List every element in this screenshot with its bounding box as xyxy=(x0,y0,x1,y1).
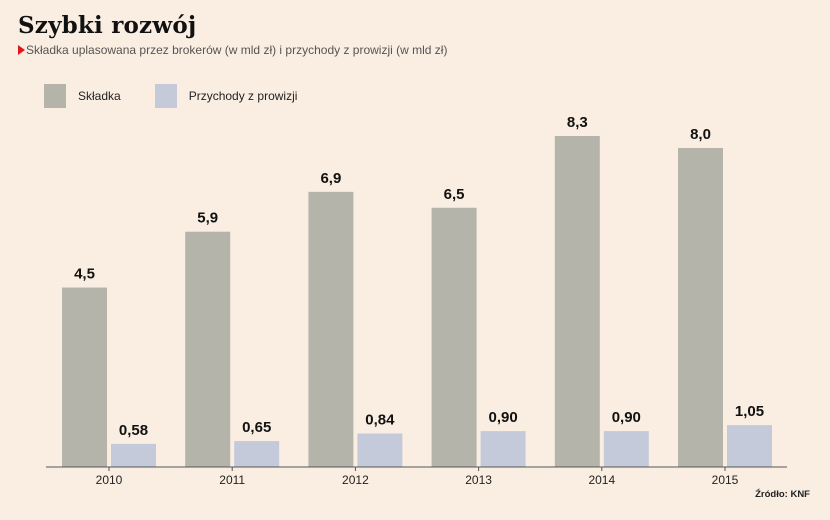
x-tick-label-2012: 2012 xyxy=(342,473,369,487)
legend-swatch-skladka xyxy=(44,84,66,108)
bar-skladka-2010 xyxy=(62,287,107,467)
red-triangle-icon xyxy=(18,45,25,55)
bar-przychody-2010 xyxy=(111,443,156,467)
bar-skladka-2011 xyxy=(185,231,231,467)
bar-przychody-2011 xyxy=(234,441,280,467)
legend-item-skladka: Składka xyxy=(44,84,121,108)
value-label-skladka-2010: 4,5 xyxy=(74,266,95,283)
value-label-skladka-2013: 6,5 xyxy=(444,186,465,203)
source-note: Źródło: KNF xyxy=(755,489,810,500)
bar-przychody-2015 xyxy=(727,425,772,467)
value-label-skladka-2014: 8,3 xyxy=(567,114,588,131)
bar-skladka-2015 xyxy=(678,147,723,467)
legend-label-skladka: Składka xyxy=(78,89,121,103)
value-label-skladka-2012: 6,9 xyxy=(320,170,341,187)
bar-przychody-2013 xyxy=(480,431,526,467)
value-label-przychody-2011: 0,65 xyxy=(242,419,271,436)
x-tick-label-2014: 2014 xyxy=(588,473,615,487)
chart-subtitle: Składka uplasowana przez brokerów (w mld… xyxy=(18,43,447,57)
value-label-skladka-2015: 8,0 xyxy=(690,126,711,143)
legend-item-przychody: Przychody z prowizji xyxy=(154,84,298,108)
value-label-przychody-2010: 0,58 xyxy=(119,422,148,439)
x-tick-label-2010: 2010 xyxy=(96,473,123,487)
value-label-przychody-2013: 0,90 xyxy=(488,409,517,426)
value-label-przychody-2015: 1,05 xyxy=(735,403,764,420)
x-tick-label-2011: 2011 xyxy=(219,473,245,487)
bar-skladka-2013 xyxy=(431,207,477,467)
value-label-skladka-2011: 5,9 xyxy=(197,210,218,227)
bar-przychody-2012 xyxy=(357,433,403,467)
x-tick-label-2015: 2015 xyxy=(712,473,739,487)
legend-label-przychody: Przychody z prowizji xyxy=(188,89,298,103)
x-tick-label-2013: 2013 xyxy=(465,473,492,487)
bar-skladka-2014 xyxy=(554,136,600,467)
chart-subtitle-text: Składka uplasowana przez brokerów (w mld… xyxy=(26,43,448,57)
value-label-przychody-2012: 0,84 xyxy=(365,412,395,429)
bar-przychody-2014 xyxy=(603,431,649,467)
legend-swatch-przychody xyxy=(154,84,177,108)
chart-title: Szybki rozwój xyxy=(18,12,197,39)
bar-skladka-2012 xyxy=(308,191,354,467)
chart-legend: Składka Przychody z prowizji xyxy=(44,84,331,108)
value-label-przychody-2014: 0,90 xyxy=(612,409,641,426)
